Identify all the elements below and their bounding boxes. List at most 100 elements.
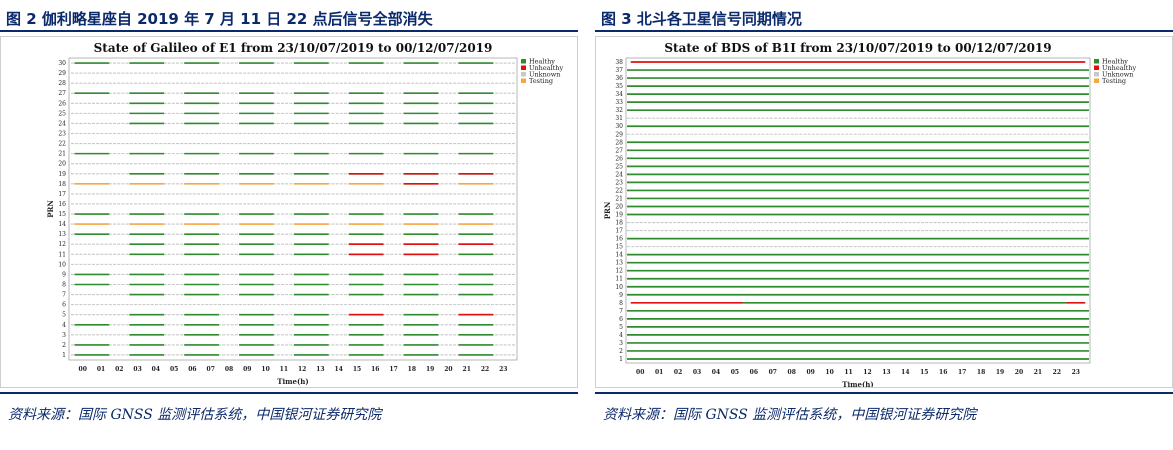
- x-tick-label: 01: [97, 366, 105, 373]
- x-tick-label: 07: [769, 369, 777, 376]
- y-axis-label: PRN: [603, 201, 612, 219]
- y-tick-label: 24: [615, 171, 623, 178]
- x-tick-label: 19: [996, 369, 1004, 376]
- x-tick-label: 10: [825, 369, 833, 376]
- legend-label-testing: Testing: [529, 77, 553, 85]
- y-tick-label: 21: [615, 195, 623, 202]
- y-tick-label: 36: [615, 75, 623, 82]
- y-tick-label: 14: [58, 221, 66, 228]
- y-tick-label: 30: [58, 60, 66, 67]
- chart-title: State of Galileo of E1 from 23/10/07/201…: [94, 41, 493, 55]
- chart-title: State of BDS of B1I from 23/10/07/2019 t…: [664, 41, 1051, 55]
- x-tick-label: 15: [920, 369, 928, 376]
- legend-label-healthy: Healthy: [529, 57, 555, 65]
- y-tick-label: 9: [619, 292, 623, 299]
- y-tick-label: 9: [62, 271, 66, 278]
- plot-area: [68, 57, 518, 361]
- plot-area: [625, 57, 1091, 364]
- x-tick-label: 04: [712, 369, 720, 376]
- galileo-chart: State of Galileo of E1 from 23/10/07/201…: [46, 41, 563, 386]
- x-tick-label: 09: [243, 366, 251, 373]
- legend-label-unhealthy: Unhealthy: [529, 64, 563, 72]
- y-tick-label: 26: [58, 100, 66, 107]
- legend-swatch-unknown: [521, 72, 526, 77]
- x-tick-label: 19: [426, 366, 434, 373]
- x-tick-label: 17: [958, 369, 966, 376]
- legend-swatch-unknown: [1094, 72, 1099, 77]
- y-tick-label: 5: [62, 312, 66, 319]
- legend-swatch-healthy: [521, 59, 526, 64]
- y-tick-label: 6: [62, 302, 66, 309]
- x-tick-label: 09: [806, 369, 814, 376]
- x-tick-label: 03: [693, 369, 701, 376]
- y-tick-label: 30: [615, 123, 623, 130]
- y-tick-label: 35: [615, 83, 623, 90]
- source-rule: [0, 392, 578, 394]
- y-tick-label: 17: [58, 191, 66, 198]
- x-tick-label: 12: [298, 366, 306, 373]
- y-tick-label: 29: [58, 70, 66, 77]
- x-tick-label: 15: [353, 366, 361, 373]
- x-tick-label: 21: [1034, 369, 1042, 376]
- y-tick-label: 20: [615, 203, 623, 210]
- y-tick-label: 27: [615, 147, 623, 154]
- y-tick-label: 7: [62, 292, 66, 299]
- x-tick-label: 21: [463, 366, 471, 373]
- y-tick-label: 2: [619, 348, 623, 355]
- y-tick-label: 1: [619, 356, 623, 363]
- y-tick-label: 15: [58, 211, 66, 218]
- legend-swatch-testing: [521, 78, 526, 83]
- legend-swatch-healthy: [1094, 59, 1099, 64]
- y-tick-label: 3: [62, 332, 66, 339]
- x-tick-label: 03: [133, 366, 141, 373]
- y-tick-label: 29: [615, 131, 623, 138]
- x-tick-label: 16: [939, 369, 947, 376]
- y-tick-label: 8: [619, 300, 623, 307]
- y-tick-label: 12: [615, 268, 623, 275]
- legend-swatch-testing: [1094, 78, 1099, 83]
- y-tick-label: 5: [619, 324, 623, 331]
- legend-label-healthy: Healthy: [1102, 57, 1128, 65]
- y-tick-label: 27: [58, 90, 66, 97]
- y-tick-label: 19: [615, 212, 623, 219]
- y-tick-label: 11: [58, 251, 66, 258]
- caption-rule: [0, 30, 578, 32]
- x-tick-label: 11: [280, 366, 288, 373]
- y-tick-label: 4: [62, 322, 66, 329]
- galileo-chart-frame: State of Galileo of E1 from 23/10/07/201…: [0, 36, 578, 388]
- y-tick-label: 23: [58, 131, 66, 138]
- y-tick-label: 22: [58, 141, 66, 148]
- y-tick-label: 13: [615, 260, 623, 267]
- y-tick-label: 4: [619, 332, 623, 339]
- legend-label-unknown: Unknown: [1102, 70, 1133, 78]
- x-tick-label: 13: [316, 366, 324, 373]
- x-tick-label: 13: [882, 369, 890, 376]
- y-tick-label: 25: [615, 163, 623, 170]
- y-tick-label: 37: [615, 67, 623, 74]
- x-tick-label: 20: [1015, 369, 1023, 376]
- y-tick-label: 19: [58, 171, 66, 178]
- source-note: 资料来源：国际 GNSS 监测评估系统，中国银河证券研究院: [603, 407, 977, 423]
- y-tick-label: 17: [615, 228, 623, 235]
- y-tick-label: 24: [58, 120, 66, 127]
- x-axis-label: Time(h): [277, 377, 308, 386]
- y-tick-label: 15: [615, 244, 623, 251]
- x-tick-label: 17: [389, 366, 397, 373]
- x-tick-label: 16: [371, 366, 379, 373]
- x-tick-label: 14: [335, 366, 343, 373]
- legend-swatch-unhealthy: [1094, 65, 1099, 70]
- x-tick-label: 08: [225, 366, 233, 373]
- x-tick-label: 05: [731, 369, 739, 376]
- y-tick-label: 31: [615, 115, 623, 122]
- x-axis-label: Time(h): [842, 380, 873, 387]
- y-tick-label: 14: [615, 252, 623, 259]
- y-tick-label: 13: [58, 231, 66, 238]
- y-tick-label: 18: [58, 181, 66, 188]
- y-tick-label: 1: [62, 352, 66, 359]
- x-tick-label: 22: [481, 366, 489, 373]
- y-tick-label: 6: [619, 316, 623, 323]
- y-tick-label: 2: [62, 342, 66, 349]
- y-tick-label: 3: [619, 340, 623, 347]
- x-tick-label: 08: [788, 369, 796, 376]
- x-tick-label: 14: [901, 369, 909, 376]
